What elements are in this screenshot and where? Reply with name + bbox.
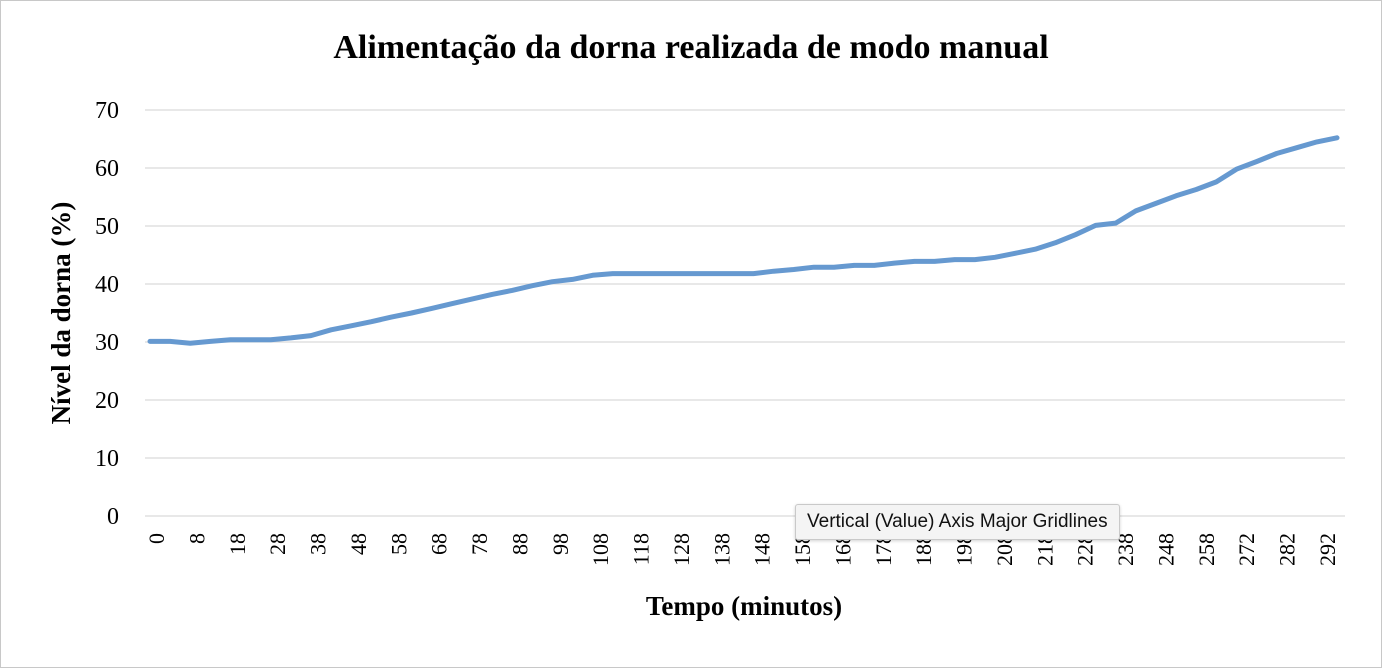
x-tick-label: 108 <box>588 533 613 566</box>
y-tick-label: 50 <box>95 214 119 240</box>
x-tick-label: 18 <box>225 533 250 555</box>
x-tick-label: 118 <box>629 533 654 565</box>
x-tick-label: 78 <box>467 533 492 555</box>
series-layer[interactable] <box>147 135 1340 346</box>
y-axis-title: Nível da dorna (%) <box>46 202 76 425</box>
y-tick-label: 20 <box>95 388 119 414</box>
x-tick-label: 248 <box>1154 533 1179 566</box>
x-tick-label: 38 <box>306 533 331 555</box>
x-tick-label: 128 <box>669 533 694 566</box>
gridlines-tooltip: Vertical (Value) Axis Major Gridlines <box>795 504 1120 540</box>
x-tick-label: 28 <box>265 533 290 555</box>
x-axis-ticks: 0 8 18 28 38 48 58 68 78 88 98 108 118 128 138 148 158 16… <box>144 533 1340 566</box>
y-tick-label: 60 <box>95 156 119 182</box>
y-tick-label: 70 <box>95 98 119 124</box>
series-line[interactable] <box>147 135 1340 346</box>
x-tick-label: 58 <box>386 533 411 555</box>
gridlines[interactable] <box>145 109 1345 517</box>
chart-title: Alimentação da dorna realizada de modo m… <box>333 29 1048 66</box>
y-axis-ticks: 0 10 20 30 40 50 60 70 <box>95 98 119 530</box>
x-tick-label: 8 <box>184 533 209 544</box>
y-tick-label: 30 <box>95 330 119 356</box>
x-tick-label: 98 <box>548 533 573 555</box>
x-tick-label: 138 <box>709 533 734 566</box>
x-tick-label: 272 <box>1234 533 1259 566</box>
x-tick-label: 258 <box>1194 533 1219 566</box>
y-tick-label: 40 <box>95 272 119 298</box>
x-tick-label: 68 <box>427 533 452 555</box>
x-tick-label: 282 <box>1275 533 1300 566</box>
x-tick-label: 0 <box>144 533 169 544</box>
x-tick-label: 88 <box>507 533 532 555</box>
x-tick-label: 48 <box>346 533 371 555</box>
y-tick-label: 0 <box>107 504 119 530</box>
y-tick-label: 10 <box>95 446 119 472</box>
x-axis-title: Tempo (minutos) <box>646 591 842 621</box>
x-tick-label: 292 <box>1315 533 1340 566</box>
x-tick-label: 148 <box>750 533 775 566</box>
